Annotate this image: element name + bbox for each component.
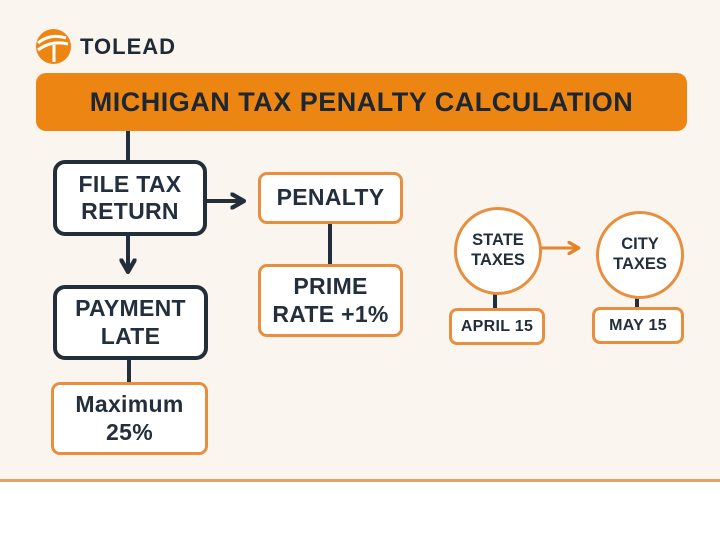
node-label-line: PRIME — [293, 273, 368, 300]
node-penalty: PENALTY — [258, 172, 403, 224]
node-label-line: Maximum — [75, 391, 184, 418]
node-may-15: MAY 15 — [592, 307, 684, 344]
node-label-line: PAYMENT — [75, 295, 186, 322]
node-maximum-25: Maximum 25% — [51, 382, 208, 455]
node-label-line: LATE — [100, 322, 161, 349]
node-label-line: RATE +1% — [272, 300, 389, 327]
node-file-tax-return: FILE TAX RETURN — [53, 160, 207, 236]
node-label-line: 25% — [106, 418, 153, 445]
node-label-line: FILE TAX — [78, 170, 182, 197]
node-label-line: PENALTY — [276, 184, 385, 211]
node-april-15: APRIL 15 — [449, 308, 545, 345]
node-label-line: TAXES — [613, 255, 667, 273]
node-label-line: RETURN — [81, 198, 179, 224]
brand-name: TOLEAD — [80, 33, 177, 59]
infographic-canvas: TOLEAD MICHIGAN TAX PENALTY CALCULATION — [0, 0, 720, 482]
page-title: MICHIGAN TAX PENALTY CALCULATION — [89, 86, 634, 117]
node-payment-late: PAYMENT LATE — [53, 285, 208, 360]
node-label-line: TAXES — [471, 251, 525, 269]
node-city-taxes: CITY TAXES — [596, 211, 684, 299]
brand-logo: TOLEAD — [36, 29, 176, 64]
tolead-logo-icon — [36, 29, 71, 64]
node-label-line: CITY — [621, 235, 659, 254]
node-label-line: STATE — [472, 231, 524, 250]
node-label-line: MAY 15 — [609, 316, 667, 334]
node-state-taxes: STATE TAXES — [454, 207, 542, 295]
node-prime-rate: PRIME RATE +1% — [258, 264, 403, 337]
node-label-line: APRIL 15 — [460, 317, 534, 335]
title-banner: MICHIGAN TAX PENALTY CALCULATION — [36, 73, 687, 131]
